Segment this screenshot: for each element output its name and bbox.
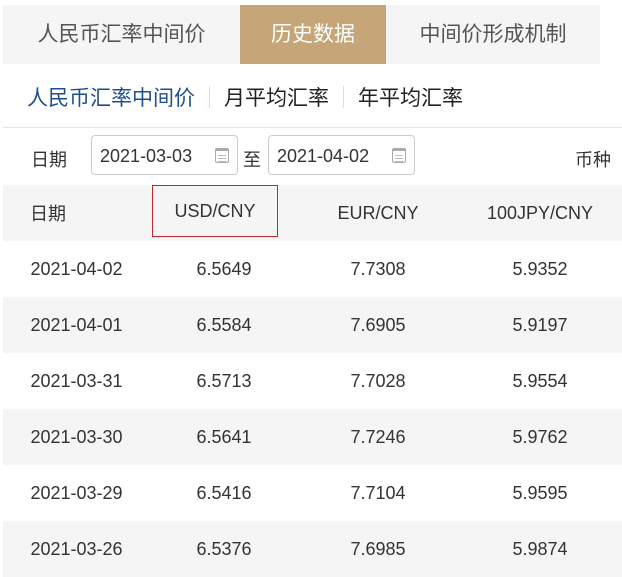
calendar-icon[interactable] <box>392 148 406 163</box>
main-tabs: 人民币汇率中间价 历史数据 中间价形成机制 <box>3 5 600 64</box>
table-row: 2021-04-01 6.5584 7.6905 5.9197 <box>3 297 622 353</box>
cell-jpy-cny: 5.9352 <box>512 258 568 279</box>
cell-eur-cny: 7.6985 <box>350 538 406 559</box>
cell-date: 2021-03-31 <box>3 353 150 409</box>
start-date-value: 2021-03-03 <box>100 146 193 166</box>
divider <box>3 127 622 128</box>
cell-usd-cny: 6.5376 <box>196 538 252 559</box>
date-label: 日期 <box>31 150 67 170</box>
subtab-central-parity[interactable]: 人民币汇率中间价 <box>27 87 195 110</box>
currency-label: 币种 <box>575 150 611 170</box>
cell-jpy-cny: 5.9554 <box>512 370 568 391</box>
table-header: 日期 USD/CNY EUR/CNY 100JPY/CNY <box>3 184 622 241</box>
cell-jpy-cny: 5.9197 <box>512 314 568 335</box>
cell-eur-cny: 7.6905 <box>350 314 406 335</box>
rates-table: 日期 USD/CNY EUR/CNY 100JPY/CNY 2021-04-02… <box>3 184 622 577</box>
sub-tabs: 人民币汇率中间价 月平均汇率 年平均汇率 <box>27 80 463 114</box>
table-row: 2021-04-02 6.5649 7.7308 5.9352 <box>3 241 622 297</box>
cell-date: 2021-04-02 <box>3 241 150 297</box>
header-usd-cny[interactable]: USD/CNY <box>150 184 298 241</box>
date-filter: 日期 2021-03-03 至 2021-04-02 币种 <box>0 135 622 177</box>
header-usd-cny-label: USD/CNY <box>152 184 278 237</box>
end-date-value: 2021-04-02 <box>277 146 370 166</box>
cell-eur-cny: 7.7308 <box>350 258 406 279</box>
cell-date: 2021-03-29 <box>3 465 150 521</box>
tab-parity-mechanism[interactable]: 中间价形成机制 <box>419 23 567 46</box>
start-date-input[interactable]: 2021-03-03 <box>91 135 238 175</box>
cell-usd-cny: 6.5649 <box>196 258 252 279</box>
cell-date: 2021-03-26 <box>3 521 150 577</box>
cell-usd-cny: 6.5641 <box>196 426 252 447</box>
cell-date: 2021-04-01 <box>3 297 150 353</box>
tab-rmb-central-parity[interactable]: 人民币汇率中间价 <box>37 23 206 46</box>
divider <box>343 86 344 108</box>
to-label: 至 <box>243 150 261 170</box>
end-date-input[interactable]: 2021-04-02 <box>268 135 415 175</box>
table-row: 2021-03-30 6.5641 7.7246 5.9762 <box>3 409 622 465</box>
cell-usd-cny: 6.5416 <box>196 482 252 503</box>
cell-eur-cny: 7.7246 <box>350 426 406 447</box>
table-row: 2021-03-29 6.5416 7.7104 5.9595 <box>3 465 622 521</box>
header-eur-cny[interactable]: EUR/CNY <box>337 202 419 223</box>
cell-jpy-cny: 5.9762 <box>512 426 568 447</box>
cell-usd-cny: 6.5713 <box>196 370 252 391</box>
calendar-icon[interactable] <box>215 148 229 163</box>
subtab-monthly-average[interactable]: 月平均汇率 <box>224 87 329 110</box>
header-date: 日期 <box>3 185 150 241</box>
tab-historical-data[interactable]: 历史数据 <box>240 5 386 64</box>
divider <box>209 86 210 108</box>
cell-date: 2021-03-30 <box>3 409 150 465</box>
cell-eur-cny: 7.7104 <box>350 482 406 503</box>
table-row: 2021-03-26 6.5376 7.6985 5.9874 <box>3 521 622 577</box>
cell-jpy-cny: 5.9874 <box>512 538 568 559</box>
header-jpy-cny[interactable]: 100JPY/CNY <box>486 202 594 223</box>
cell-usd-cny: 6.5584 <box>196 314 252 335</box>
subtab-yearly-average[interactable]: 年平均汇率 <box>358 87 463 110</box>
table-row: 2021-03-31 6.5713 7.7028 5.9554 <box>3 353 622 409</box>
cell-jpy-cny: 5.9595 <box>512 482 568 503</box>
cell-eur-cny: 7.7028 <box>350 370 406 391</box>
